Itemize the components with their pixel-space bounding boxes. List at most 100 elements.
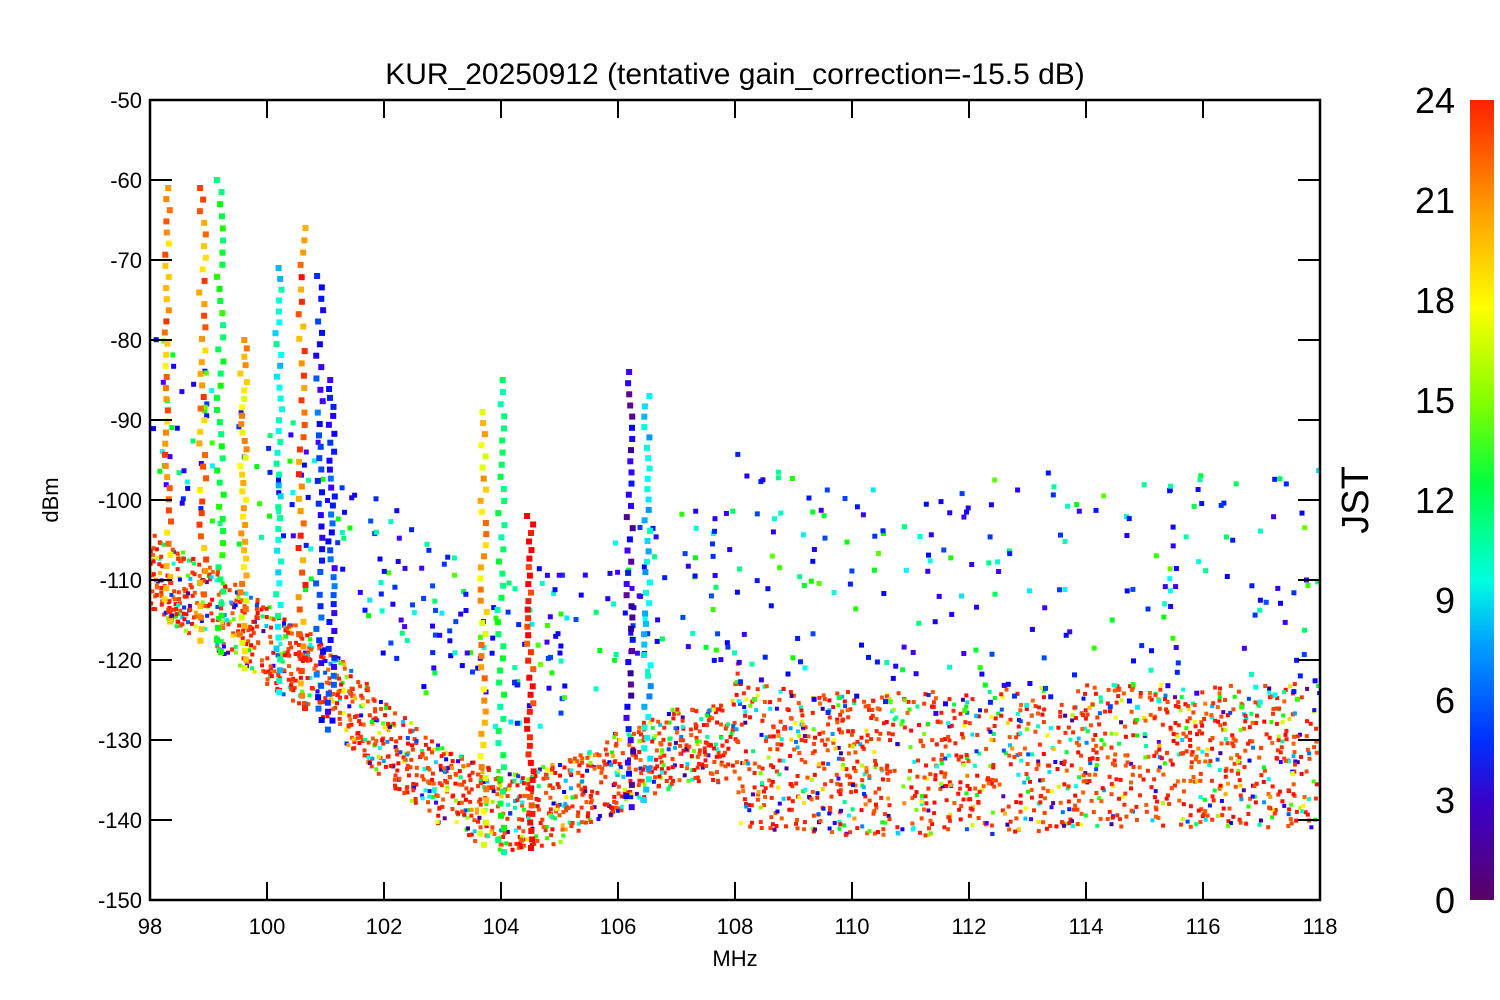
noise-point [1294, 818, 1299, 823]
noise-point [690, 777, 695, 782]
scatter-point [1249, 583, 1255, 589]
noise-point [216, 569, 221, 574]
noise-point [922, 807, 926, 812]
noise-point [393, 773, 398, 778]
x-tick-label: 102 [366, 914, 403, 939]
noise-point [393, 711, 397, 716]
scatter-point [339, 485, 345, 491]
noise-point [1175, 741, 1180, 746]
noise-point [589, 763, 594, 768]
noise-point [439, 754, 444, 759]
scatter-point [267, 469, 273, 475]
noise-point [634, 755, 638, 760]
peak-point [274, 547, 281, 554]
noise-point [402, 790, 407, 795]
scatter-point [217, 521, 223, 527]
peak-point [325, 690, 332, 697]
noise-point [1261, 765, 1266, 770]
noise-point [867, 707, 871, 712]
peak-point [643, 558, 650, 565]
noise-point [1233, 784, 1238, 789]
noise-point [840, 757, 845, 762]
noise-point [769, 815, 774, 820]
noise-point [909, 785, 914, 790]
noise-point [863, 802, 868, 807]
noise-point [840, 694, 845, 699]
noise-point [872, 809, 877, 814]
scatter-point [777, 565, 783, 571]
scatter-point [325, 498, 330, 503]
scatter-point [1271, 514, 1277, 520]
noise-point [357, 719, 362, 724]
noise-point [827, 715, 832, 720]
scatter-point [1257, 607, 1263, 613]
noise-point [190, 621, 194, 626]
noise-point [795, 817, 800, 822]
noise-point [1196, 808, 1201, 813]
peak-point [325, 645, 332, 652]
noise-point [560, 827, 565, 832]
noise-point [297, 653, 302, 658]
noise-point [498, 842, 503, 847]
noise-point [779, 816, 784, 821]
scatter-point [290, 533, 296, 539]
peak-point [477, 564, 484, 571]
scatter-point [1294, 657, 1300, 663]
noise-point [512, 772, 517, 777]
noise-point [1018, 800, 1023, 805]
noise-point [1128, 684, 1133, 689]
peak-point [277, 656, 284, 663]
noise-point [1309, 825, 1314, 830]
noise-point [514, 841, 519, 846]
noise-point [171, 549, 176, 554]
noise-point [441, 797, 445, 802]
noise-point [712, 759, 717, 764]
noise-point [1024, 706, 1029, 711]
peak-point [166, 607, 173, 614]
scatter-point [607, 570, 613, 576]
scatter-point [901, 524, 907, 530]
peak-point [623, 581, 630, 587]
peak-point [327, 377, 334, 383]
noise-point [163, 610, 168, 615]
peak-point [316, 591, 323, 598]
noise-point [813, 735, 817, 740]
noise-point [1109, 822, 1114, 827]
scatter-point [844, 539, 850, 545]
peak-point [646, 434, 653, 441]
noise-point [405, 790, 410, 795]
noise-point [702, 746, 707, 751]
noise-point [830, 830, 834, 835]
noise-point [178, 608, 183, 613]
noise-point [1268, 794, 1273, 799]
noise-point [1210, 746, 1215, 751]
scatter-point [928, 532, 934, 538]
noise-point [621, 774, 626, 779]
noise-point [639, 732, 643, 737]
scatter-point [806, 495, 812, 501]
noise-point [476, 799, 481, 804]
noise-point [279, 651, 284, 656]
noise-point [670, 757, 675, 761]
peak-point [329, 717, 336, 724]
scatter-point [536, 566, 542, 572]
noise-point [616, 791, 621, 796]
noise-point [928, 818, 933, 823]
noise-point [680, 724, 685, 729]
noise-point [344, 728, 349, 733]
noise-point [1029, 795, 1034, 800]
noise-point [1037, 705, 1041, 710]
noise-point [734, 738, 739, 743]
noise-point [789, 737, 794, 742]
noise-point [1045, 788, 1050, 793]
noise-point [1075, 822, 1080, 827]
noise-point [1302, 795, 1307, 799]
noise-point [696, 779, 701, 784]
noise-point [209, 575, 214, 580]
noise-point [437, 806, 442, 811]
noise-point [1271, 711, 1275, 716]
noise-point [1262, 800, 1266, 805]
peak-point [626, 536, 633, 543]
noise-point [435, 746, 440, 751]
noise-point [1205, 813, 1210, 818]
